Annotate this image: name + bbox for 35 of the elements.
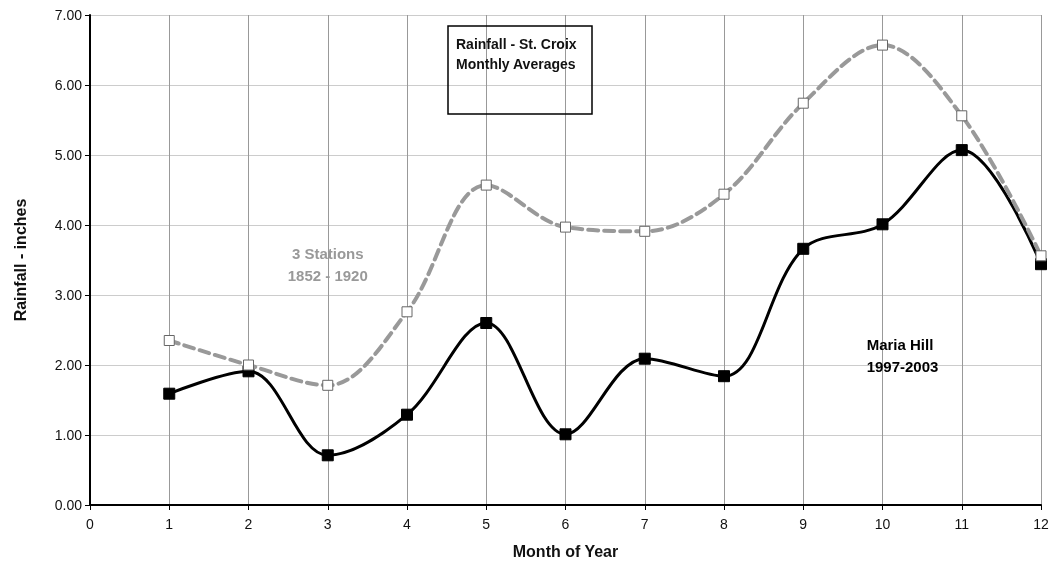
text: Rainfall - St. Croix Monthly Averages: [456, 36, 577, 72]
x-tick-label: 11: [954, 516, 970, 532]
x-tick-label: 2: [244, 516, 253, 532]
point: [955, 144, 968, 157]
y-tick-label: 4.00: [54, 217, 83, 233]
point: [321, 449, 334, 462]
x-tick-label: 5: [482, 516, 491, 532]
point: [797, 242, 810, 255]
x-tick-label: 7: [640, 516, 649, 532]
y-tick-label: 1.00: [54, 427, 83, 443]
x-tick-label: 6: [561, 516, 570, 532]
text: Maria Hill 1997-2003: [866, 336, 939, 375]
x-tick-label: 8: [720, 516, 729, 532]
point: [163, 387, 176, 400]
point: [876, 218, 889, 231]
point: [718, 370, 730, 383]
point: [559, 428, 572, 441]
y-tick-label: 7.00: [54, 7, 83, 23]
x-tick-label: 10: [874, 516, 891, 532]
x-tick-label: 9: [799, 516, 808, 532]
y-tick-label: 5.00: [54, 147, 83, 163]
y-tick-label: 2.00: [54, 357, 83, 373]
y-tick-label: 6.00: [54, 77, 83, 93]
x-tick-label: 3: [323, 516, 332, 532]
x-tick-label: 4: [403, 516, 412, 532]
point: [480, 317, 493, 329]
point: [401, 408, 413, 421]
point: [638, 352, 651, 365]
x-axis-title: Month of Year: [512, 542, 619, 560]
x-tick-label: 1: [165, 516, 174, 532]
y-tick-label: 0.00: [54, 497, 83, 513]
y-axis-title: Rainfall - inches: [11, 198, 29, 322]
x-tick-label: 0: [86, 516, 95, 532]
y-tick-label: 3.00: [54, 287, 83, 303]
x-tick-label: 12: [1033, 516, 1049, 532]
